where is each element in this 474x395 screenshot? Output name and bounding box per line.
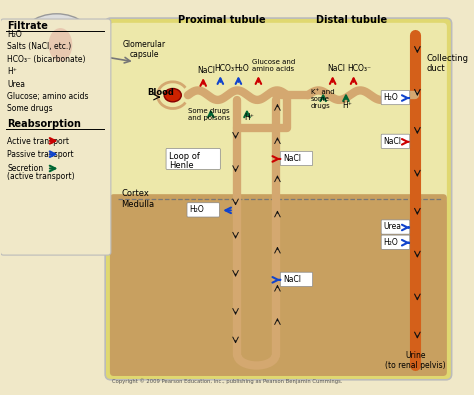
Text: Medulla: Medulla [121, 199, 155, 209]
Text: K⁺ and
some
drugs: K⁺ and some drugs [311, 88, 334, 109]
FancyBboxPatch shape [187, 203, 219, 217]
Text: Reabsorption: Reabsorption [7, 118, 81, 129]
FancyBboxPatch shape [381, 134, 410, 149]
Text: H₂O: H₂O [383, 238, 398, 246]
Text: Urea: Urea [7, 80, 25, 88]
Text: NaCl: NaCl [383, 137, 401, 146]
FancyBboxPatch shape [381, 90, 410, 105]
Text: Salts (NaCl, etc.): Salts (NaCl, etc.) [7, 43, 72, 51]
Text: NaCl: NaCl [198, 66, 216, 75]
Text: Distal tubule: Distal tubule [316, 15, 387, 25]
Text: H₂O: H₂O [383, 93, 398, 102]
Text: Henle: Henle [169, 160, 193, 169]
Text: NaCl: NaCl [327, 64, 345, 73]
FancyBboxPatch shape [166, 149, 220, 169]
Text: Urea: Urea [383, 222, 401, 231]
Text: H⁺: H⁺ [342, 101, 352, 109]
Text: Glomerular
capsule: Glomerular capsule [123, 40, 166, 59]
Ellipse shape [48, 28, 73, 61]
Text: H₂O: H₂O [7, 30, 22, 39]
Text: Passive transport: Passive transport [7, 150, 74, 159]
FancyBboxPatch shape [110, 23, 447, 204]
Text: Secretion: Secretion [7, 164, 43, 173]
FancyBboxPatch shape [280, 151, 313, 166]
Text: H⁺: H⁺ [7, 67, 17, 76]
Text: Collecting
duct: Collecting duct [427, 54, 469, 73]
FancyBboxPatch shape [381, 220, 410, 234]
Text: Filtrate: Filtrate [7, 21, 48, 30]
Text: Glucose and
amino acids: Glucose and amino acids [252, 59, 295, 72]
Text: HCO₃⁻ (bicarbonate): HCO₃⁻ (bicarbonate) [7, 55, 86, 64]
Text: NaCl: NaCl [283, 154, 301, 163]
FancyBboxPatch shape [0, 19, 111, 255]
Ellipse shape [164, 88, 181, 102]
Text: (active transport): (active transport) [7, 172, 75, 181]
Text: H⁺: H⁺ [244, 113, 254, 122]
Ellipse shape [28, 21, 85, 68]
Text: Cortex: Cortex [121, 189, 149, 198]
Text: Copyright © 2009 Pearson Education, Inc., publishing as Pearson Benjamin Cumming: Copyright © 2009 Pearson Education, Inc.… [112, 378, 342, 384]
Ellipse shape [18, 14, 96, 76]
FancyBboxPatch shape [280, 272, 313, 286]
Text: H₂O: H₂O [189, 205, 204, 214]
Text: Some drugs: Some drugs [7, 104, 53, 113]
FancyBboxPatch shape [110, 194, 447, 376]
Text: Proximal tubule: Proximal tubule [178, 15, 266, 25]
FancyBboxPatch shape [105, 18, 452, 380]
Text: Blood: Blood [147, 88, 174, 97]
Text: Urine
(to renal pelvis): Urine (to renal pelvis) [385, 351, 446, 371]
Text: H₂O: H₂O [235, 64, 249, 73]
Text: Some drugs
and poisons: Some drugs and poisons [188, 108, 230, 121]
Text: Active transport: Active transport [7, 137, 69, 146]
Text: Glucose; amino acids: Glucose; amino acids [7, 92, 89, 101]
Text: Loop of: Loop of [169, 152, 200, 161]
Text: HCO₃⁻: HCO₃⁻ [347, 64, 371, 73]
Text: NaCl: NaCl [283, 275, 301, 284]
FancyBboxPatch shape [381, 235, 410, 249]
Text: HCO₃⁻: HCO₃⁻ [215, 64, 238, 73]
